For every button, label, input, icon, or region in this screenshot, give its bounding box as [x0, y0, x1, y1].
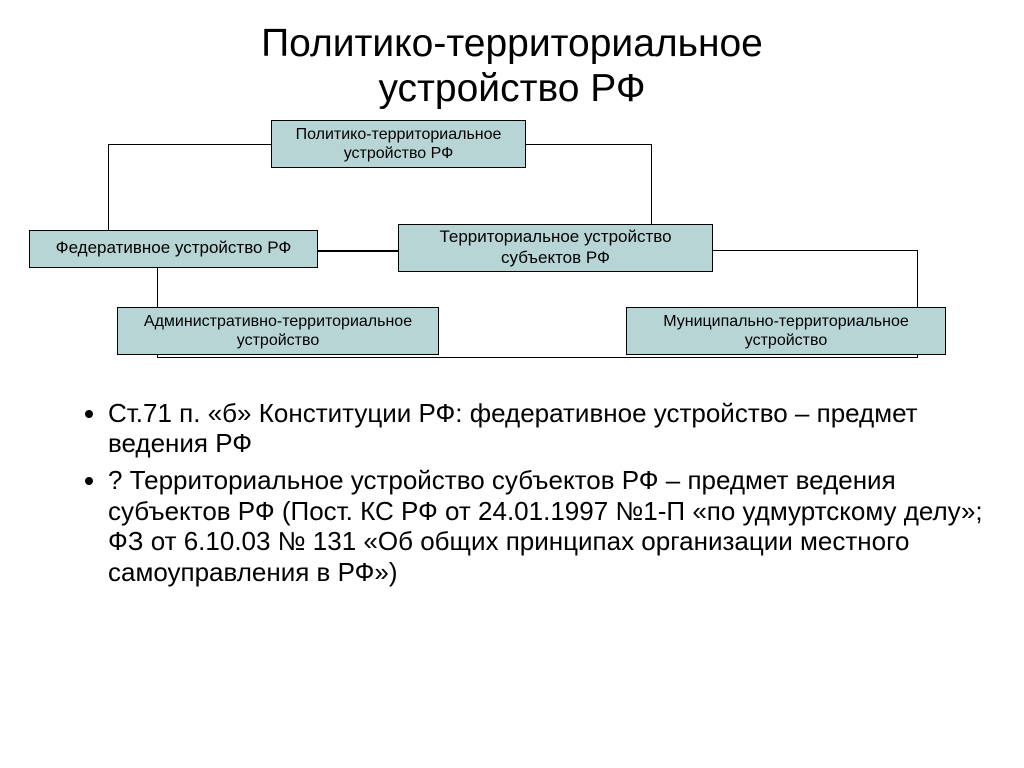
node-municipal-label: Муниципально-территориальное устройство — [633, 312, 939, 350]
node-root-label: Политико-территориальное устройство РФ — [278, 125, 519, 163]
bullet-list: Ст.71 п. «б» Конституции РФ: федеративно… — [0, 392, 1024, 588]
bullet-item: Ст.71 п. «б» Конституции РФ: федеративно… — [108, 398, 984, 459]
node-admin-label: Административно-территориальное устройст… — [124, 312, 432, 350]
slide-title: Политико-территориальное устройство РФ — [0, 0, 1024, 112]
node-federative-label: Федеративное устройство РФ — [56, 238, 292, 258]
node-root: Политико-территориальное устройство РФ — [271, 120, 526, 168]
node-municipal: Муниципально-территориальное устройство — [626, 307, 946, 355]
node-federative: Федеративное устройство РФ — [29, 230, 318, 268]
node-admin: Административно-территориальное устройст… — [117, 307, 439, 355]
node-territorial-label: Территориальное устройство субъектов РФ — [405, 227, 706, 268]
bullet-item: ? Территориальное устройство субъектов Р… — [108, 465, 984, 588]
org-chart: Политико-территориальное устройство РФ Ф… — [0, 102, 1024, 392]
title-line-1: Политико-территориальное — [261, 22, 763, 65]
node-territorial: Территориальное устройство субъектов РФ — [398, 224, 713, 272]
